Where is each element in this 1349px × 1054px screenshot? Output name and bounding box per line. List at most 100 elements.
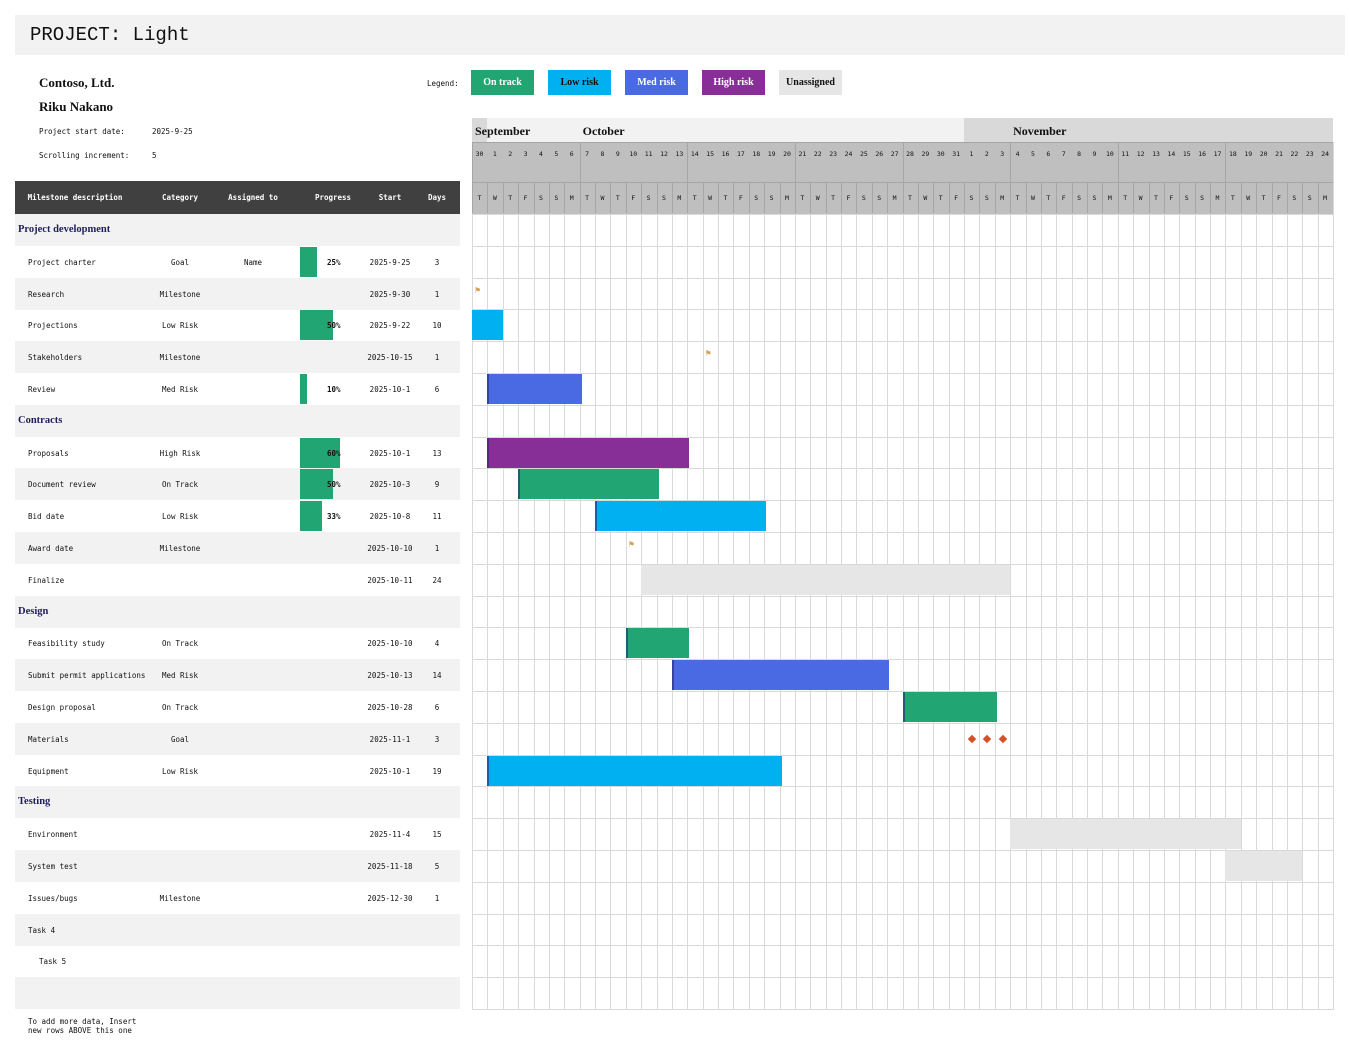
task-category[interactable]: Low Risk <box>161 321 199 331</box>
progress-value[interactable]: 25% <box>327 257 341 267</box>
task-days[interactable]: 1 <box>434 893 440 903</box>
task-days[interactable]: 13 <box>432 448 442 458</box>
task-start[interactable]: 2025-10-8 <box>369 512 411 522</box>
task-days[interactable]: 14 <box>432 671 442 681</box>
table-row[interactable]: Materials Goal 2025-11-1 3 <box>15 722 460 755</box>
task-days[interactable]: 1 <box>434 353 440 363</box>
table-row[interactable]: Issues/bugs Milestone 2025-12-30 1 <box>15 882 460 914</box>
task-description[interactable]: Submit permit applications <box>28 671 146 681</box>
task-start[interactable]: 2025-10-10 <box>367 639 413 649</box>
task-days[interactable]: 6 <box>434 703 440 712</box>
table-row[interactable]: Finalize 2025-10-11 24 <box>15 564 460 596</box>
project-start-value[interactable]: 2025-9-25 <box>152 127 193 136</box>
task-days[interactable]: 15 <box>432 830 442 840</box>
task-start[interactable]: 2025-12-30 <box>367 893 413 903</box>
task-start[interactable]: 2025-11-18 <box>367 862 413 871</box>
scroll-increment-value[interactable]: 5 <box>152 151 157 160</box>
table-row[interactable]: Projections Low Risk 50% 2025-9-22 10 <box>15 309 460 341</box>
task-category[interactable]: Goal <box>170 257 190 267</box>
table-row[interactable] <box>15 977 460 1010</box>
progress-value[interactable]: 50% <box>327 321 341 331</box>
task-category[interactable]: Milestone <box>159 893 201 903</box>
task-category[interactable]: On Track <box>161 639 199 649</box>
task-description[interactable]: Proposals <box>28 448 69 458</box>
progress-value[interactable]: 10% <box>327 385 341 394</box>
task-category[interactable]: Milestone <box>159 289 201 299</box>
task-description[interactable]: Materials <box>28 734 69 744</box>
task-start[interactable]: 2025-9-22 <box>369 321 411 331</box>
table-row[interactable]: Feasibility study On Track 2025-10-10 4 <box>15 627 460 659</box>
task-description[interactable]: Stakeholders <box>28 353 83 363</box>
task-description[interactable]: Feasibility study <box>28 639 105 649</box>
task-days[interactable]: 19 <box>432 766 442 776</box>
table-row[interactable]: Submit permit applications Med Risk 2025-1… <box>15 659 460 692</box>
task-description[interactable]: Research <box>28 289 65 299</box>
task-days[interactable]: 4 <box>434 639 440 649</box>
task-days[interactable]: 11 <box>432 512 442 522</box>
task-days[interactable]: 3 <box>434 257 440 267</box>
task-days[interactable]: 9 <box>434 480 440 490</box>
task-start[interactable]: 2025-10-1 <box>369 448 411 458</box>
task-description[interactable]: System test <box>28 862 78 871</box>
task-category[interactable]: Low Risk <box>161 512 199 522</box>
task-start[interactable]: 2025-10-3 <box>369 480 411 490</box>
section-row[interactable]: Design <box>15 595 460 628</box>
task-start[interactable]: 2025-10-28 <box>367 703 413 712</box>
task-category[interactable]: Milestone <box>159 353 201 363</box>
table-row[interactable]: Task 5 <box>15 945 460 977</box>
task-category[interactable]: On Track <box>161 703 199 712</box>
task-category[interactable]: Low Risk <box>161 766 199 776</box>
progress-value[interactable]: 60% <box>327 448 341 458</box>
task-description[interactable]: Task 5 <box>39 957 67 967</box>
task-days[interactable]: 10 <box>432 321 442 331</box>
task-description[interactable]: Award date <box>28 544 74 553</box>
task-start[interactable]: 2025-10-1 <box>369 766 411 776</box>
task-assignee[interactable]: Name <box>243 257 263 267</box>
task-start[interactable]: 2025-10-10 <box>367 544 413 553</box>
task-start[interactable]: 2025-10-15 <box>367 353 413 363</box>
task-start[interactable]: 2025-11-1 <box>369 734 411 744</box>
progress-value[interactable]: 50% <box>327 480 341 490</box>
task-category[interactable]: Med Risk <box>161 671 199 681</box>
table-row[interactable]: Environment 2025-11-4 15 <box>15 818 460 850</box>
task-category[interactable]: High Risk <box>159 448 201 458</box>
task-days[interactable]: 1 <box>434 289 440 299</box>
task-days[interactable]: 1 <box>434 544 440 553</box>
task-start[interactable]: 2025-11-4 <box>369 830 411 840</box>
task-description[interactable]: Finalize <box>28 575 65 585</box>
section-row[interactable]: Project development <box>15 214 460 246</box>
task-category[interactable]: Med Risk <box>161 385 199 394</box>
task-start[interactable]: 2025-10-1 <box>369 385 411 394</box>
task-start[interactable]: 2025-10-11 <box>367 575 413 585</box>
table-row[interactable]: Award date Milestone 2025-10-10 1 <box>15 532 460 564</box>
table-row[interactable]: Document review On Track 50% 2025-10-3 9 <box>15 468 460 501</box>
task-description[interactable]: Projections <box>28 321 78 331</box>
section-row[interactable]: Contracts <box>15 404 460 437</box>
task-description[interactable]: Project charter <box>28 257 96 267</box>
task-category[interactable]: On Track <box>161 480 199 490</box>
task-days[interactable]: 5 <box>434 862 440 871</box>
task-description[interactable]: Task 4 <box>28 925 56 935</box>
task-description[interactable]: Design proposal <box>28 703 96 712</box>
table-row[interactable]: Bid date Low Risk 33% 2025-10-8 11 <box>15 500 460 532</box>
task-description[interactable]: Bid date <box>28 512 65 522</box>
task-start[interactable]: 2025-10-13 <box>367 671 413 681</box>
table-row[interactable]: Task 4 <box>15 913 460 946</box>
table-row[interactable]: Review Med Risk 10% 2025-10-1 6 <box>15 373 460 405</box>
task-category[interactable]: Goal <box>170 734 190 744</box>
task-description[interactable]: Equipment <box>28 766 69 776</box>
task-category[interactable]: Milestone <box>159 544 201 553</box>
table-row[interactable]: Project charter Goal Name 25% 2025-9-25 3 <box>15 246 460 278</box>
task-days[interactable]: 6 <box>434 385 440 394</box>
task-description[interactable]: Review <box>28 385 56 394</box>
table-row[interactable]: Proposals High Risk 60% 2025-10-1 13 <box>15 437 460 469</box>
task-description[interactable]: Issues/bugs <box>28 893 78 903</box>
section-row[interactable]: Testing <box>15 786 460 819</box>
task-start[interactable]: 2025-9-30 <box>369 289 411 299</box>
table-row[interactable]: System test 2025-11-18 5 <box>15 850 460 882</box>
table-row[interactable]: Stakeholders Milestone 2025-10-15 1 <box>15 341 460 374</box>
task-days[interactable]: 3 <box>434 734 440 744</box>
table-row[interactable]: Research Milestone 2025-9-30 1 <box>15 277 460 310</box>
table-row[interactable]: Design proposal On Track 2025-10-28 6 <box>15 691 460 723</box>
task-description[interactable]: Environment <box>28 830 78 840</box>
